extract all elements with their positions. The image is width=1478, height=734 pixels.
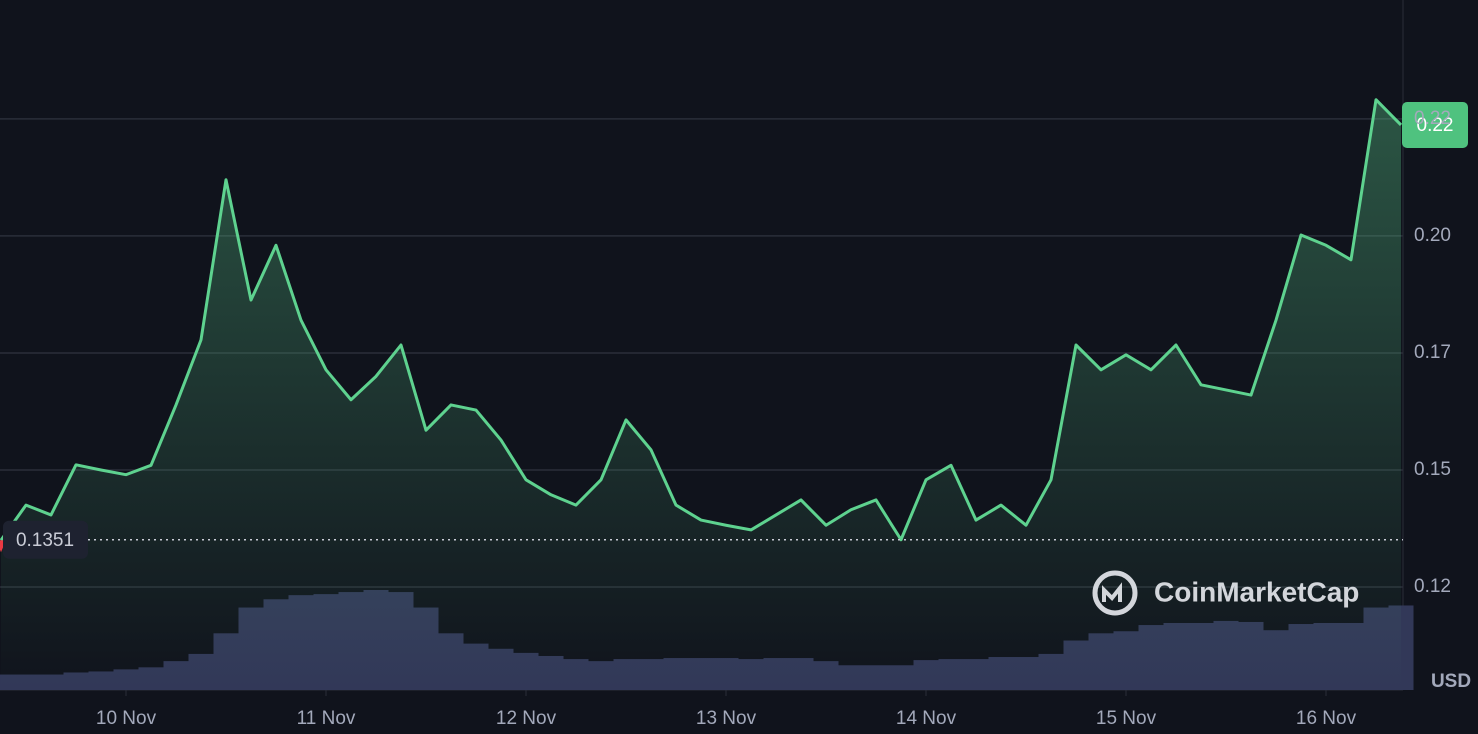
low-label: 0.1351 (16, 530, 74, 551)
logo (1102, 582, 1122, 602)
x-tick-label: 11 Nov (297, 708, 356, 729)
y-tick-label: 0.15 (1414, 459, 1451, 480)
y-tick-label: 0.22 (1414, 108, 1451, 129)
y-tick-label: 0.20 (1414, 225, 1451, 246)
plot-layer: 0.1351 0.22 (0, 98, 1468, 691)
watermark-text: CoinMarketCap (1154, 576, 1359, 607)
price-line (0, 98, 1403, 542)
x-tick-label: 13 Nov (696, 708, 757, 729)
watermark: CoinMarketCap (1092, 570, 1359, 616)
low-label-box (3, 520, 88, 559)
x-tick-label: 15 Nov (1096, 708, 1157, 729)
currency-label: USD (1431, 671, 1471, 692)
y-tick-label: 0.17 (1414, 342, 1451, 363)
x-tick-label: 14 Nov (896, 708, 957, 729)
x-tick-label: 16 Nov (1296, 708, 1357, 729)
x-tick-label: 12 Nov (496, 708, 557, 729)
price-area (1, 99, 1401, 691)
price-tag (1402, 101, 1468, 148)
price-tag-label: 0.22 (1417, 115, 1454, 136)
y-tick-label: 0.12 (1414, 576, 1451, 597)
x-tick-label: 10 Nov (96, 708, 157, 729)
logo (1092, 570, 1138, 616)
